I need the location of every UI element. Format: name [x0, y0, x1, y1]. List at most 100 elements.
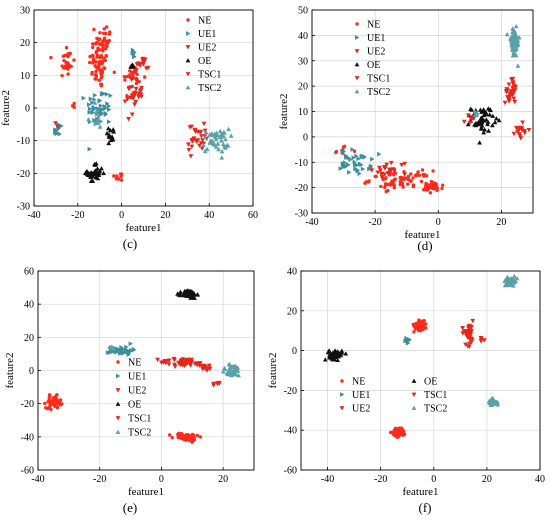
legend-label-tsc2: TSC2	[128, 428, 151, 439]
y-tick-label: -20	[295, 183, 308, 194]
data-point-ue1	[377, 151, 382, 157]
legend-label-ue1: UE1	[352, 390, 370, 401]
data-point-oe	[494, 116, 499, 121]
data-point-ue2	[391, 168, 397, 173]
data-point-ue2	[185, 361, 191, 366]
legend: NE UE1 UE2 OE TSC1 TSC2	[115, 358, 151, 439]
data-point-tsc2	[218, 131, 224, 137]
chart-panel-3: -40 -20 0 20-60-40-200204060feature1feature…	[4, 267, 255, 515]
legend-label-oe: OE	[128, 400, 141, 411]
data-point-ue2	[468, 340, 474, 345]
data-point-ne	[388, 183, 393, 187]
data-point-ne	[128, 73, 132, 77]
data-point-ne	[177, 431, 181, 435]
legend-marker-tsc2	[411, 405, 417, 410]
data-point-ue1	[92, 97, 97, 102]
data-point-ue2	[510, 81, 516, 87]
data-point-oe	[333, 354, 339, 359]
data-point-ne	[135, 72, 139, 77]
data-point-ne	[409, 179, 413, 183]
data-point-ne	[342, 144, 347, 148]
data-point-ue2	[470, 318, 476, 324]
data-point-ne	[406, 182, 410, 186]
data-point-ne	[72, 101, 76, 106]
legend: NE OE UE1 TSC1 UE2 TSC2	[339, 377, 447, 415]
data-point-ne	[334, 149, 339, 154]
legend-label-tsc2: TSC2	[424, 404, 447, 415]
data-point-ue1	[104, 91, 110, 97]
data-point-ne	[53, 400, 57, 404]
data-point-ne	[119, 178, 124, 182]
data-point-tsc2	[107, 344, 112, 349]
y-tick-label: 30	[20, 6, 30, 17]
data-point-ne	[93, 42, 98, 46]
data-point-ne	[401, 185, 405, 189]
data-point-ne	[379, 184, 383, 189]
data-point-oe	[183, 293, 189, 298]
data-point-oe	[101, 170, 106, 176]
data-point-ne	[101, 39, 105, 43]
data-point-tsc2	[95, 117, 101, 123]
chart-panel-1: -40 -20 0 20 40 60 -30 -20 -10 0 10 20 30 feature1 fea…	[0, 6, 258, 252]
y-tick-label: 50	[298, 6, 308, 17]
data-point-ne	[107, 39, 111, 43]
legend-marker-tsc1	[411, 392, 417, 397]
y-tick-label: -10	[17, 136, 30, 147]
data-point-ue2	[382, 172, 388, 177]
data-point-tsc2	[489, 396, 494, 401]
x-tick-label: 60	[248, 210, 258, 221]
data-point-oe	[477, 140, 482, 145]
data-point-ue1	[129, 348, 134, 353]
data-point-ne	[94, 73, 98, 77]
data-point-ue1	[345, 162, 351, 167]
data-point-ne	[180, 436, 184, 440]
data-point-oe	[485, 119, 491, 124]
data-point-ue1	[123, 348, 129, 354]
legend-label-oe: OE	[424, 377, 437, 388]
data-point-ue2	[517, 125, 523, 130]
data-point-ue2	[122, 99, 128, 104]
data-point-ue2	[399, 163, 405, 168]
data-point-oe	[329, 356, 335, 361]
y-tick-label: -40	[284, 426, 297, 437]
y-tick-label: -20	[17, 169, 30, 180]
data-point-tsc1	[481, 338, 487, 343]
y-tick-label: -60	[21, 466, 34, 477]
data-point-ne	[105, 25, 109, 29]
data-point-oe	[88, 173, 94, 178]
y-tick-label: 10	[20, 71, 30, 82]
data-point-ue2	[508, 92, 514, 97]
data-point-oe	[479, 115, 484, 120]
data-point-ne	[198, 435, 203, 439]
data-point-tsc2	[227, 365, 233, 370]
data-point-ue1	[340, 149, 345, 155]
data-point-ue2	[515, 129, 520, 135]
data-point-ne	[183, 435, 187, 439]
data-point-ue2	[509, 77, 514, 82]
data-point-ne	[99, 83, 103, 88]
data-point-ne	[420, 168, 425, 172]
data-point-ne	[94, 77, 98, 81]
data-point-ne	[435, 188, 439, 192]
data-point-ne	[383, 185, 387, 190]
data-point-ue1	[370, 156, 375, 162]
data-point-ne	[383, 182, 388, 186]
data-point-ne	[100, 74, 104, 78]
legend-label-ue1: UE1	[367, 33, 385, 44]
data-point-ne	[55, 393, 59, 397]
data-point-tsc2	[86, 117, 91, 122]
data-point-tsc1	[185, 142, 191, 147]
data-point-ue1	[105, 101, 110, 106]
data-point-ue2	[379, 171, 385, 176]
data-point-ne	[92, 27, 96, 32]
data-point-oe	[469, 107, 475, 112]
data-point-oe	[496, 117, 502, 123]
data-point-ne	[406, 174, 411, 179]
plot-frame	[300, 270, 541, 471]
data-point-ue1	[353, 166, 358, 172]
data-point-oe	[325, 349, 331, 355]
data-point-ue1	[118, 351, 123, 356]
data-point-ue2	[172, 362, 177, 368]
legend-marker-oe	[411, 378, 417, 383]
data-point-tsc1	[197, 361, 203, 366]
